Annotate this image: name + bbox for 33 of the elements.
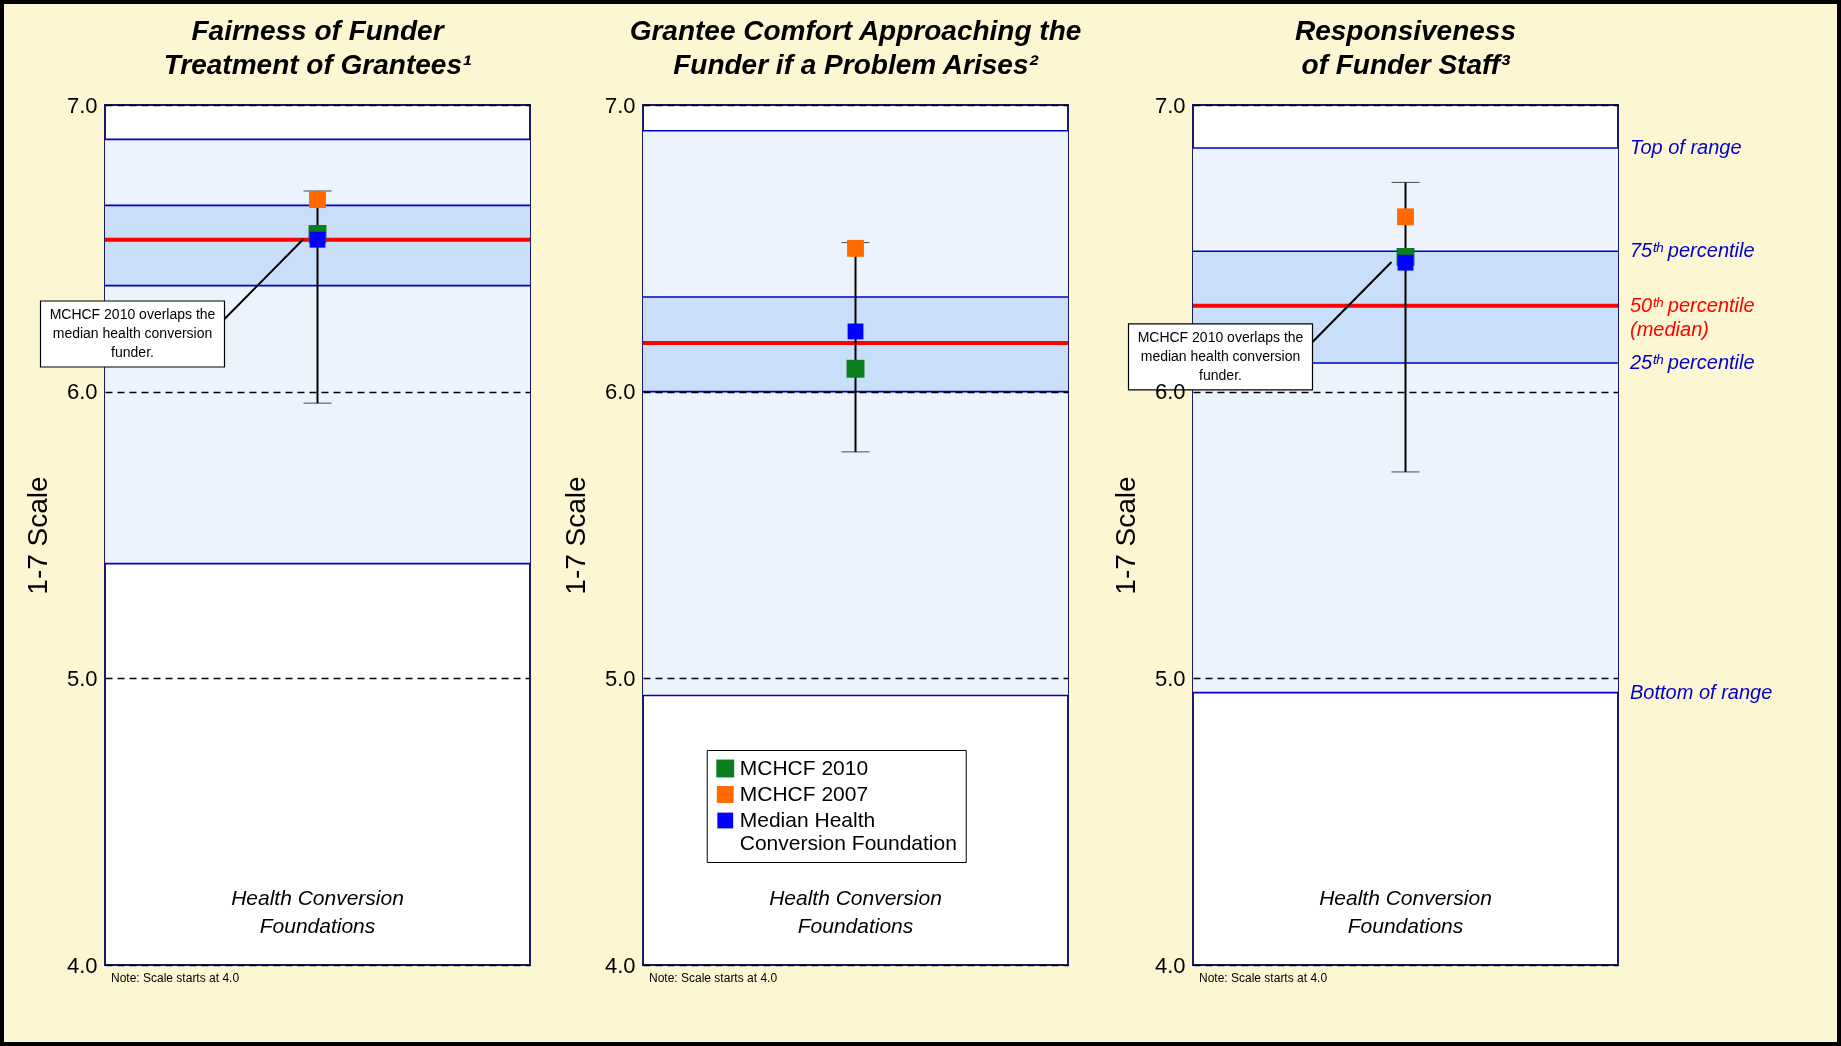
text: MCHCF 2010 overlaps the median health conversion funder. <box>49 306 216 360</box>
chart-title: Responsiveness of Funder Staff³ <box>1295 15 1516 80</box>
text: Note: Scale starts at 4.0 <box>649 971 778 985</box>
text: Note: Scale starts at 4.0 <box>111 971 240 985</box>
legend-label: MCHCF 2010 <box>739 755 869 779</box>
x-tick-label: Health Conversion Foundations <box>769 885 942 937</box>
y-tick-label: 7.0 <box>604 92 636 118</box>
y-tick-label: 7.0 <box>1154 92 1186 118</box>
x-tick-label: Health Conversion Foundations <box>231 885 404 937</box>
text: Note: Scale starts at 4.0 <box>1199 971 1328 985</box>
ref-line-label: 25ᵗʰ percentile <box>1629 351 1755 373</box>
y-tick-label: 5.0 <box>1154 665 1186 691</box>
y-tick-label: 4.0 <box>1154 952 1186 978</box>
y-axis-title: 1-7 Scale <box>559 476 591 595</box>
y-tick-label: 4.0 <box>66 952 98 978</box>
chart-title: Fairness of Funder Treatment of Grantees¹ <box>163 15 472 80</box>
y-tick-label: 4.0 <box>604 952 636 978</box>
ref-line-label: 75ᵗʰ percentile <box>1630 239 1755 262</box>
legend-label: Median Health Conversion Foundation <box>739 807 957 854</box>
ref-line-label: Bottom of range <box>1630 680 1773 703</box>
y-tick-label: 6.0 <box>66 379 98 405</box>
y-tick-label: 6.0 <box>604 379 636 405</box>
y-tick-label: 7.0 <box>66 92 98 118</box>
ref-line-label: Top of range <box>1630 136 1742 158</box>
chart-title: Grantee Comfort Approaching the Funder if a Problem Arises² <box>629 15 1082 80</box>
y-tick-label: 5.0 <box>604 665 636 691</box>
y-axis-title: 1-7 Scale <box>1109 476 1141 595</box>
ref-line-label: 50ᵗʰ percentile (median) <box>1630 293 1755 340</box>
y-tick-label: 5.0 <box>66 665 98 691</box>
text: MCHCF 2010 overlaps the median health conversion funder. <box>1137 328 1304 383</box>
y-axis-title: 1-7 Scale <box>21 476 53 595</box>
x-tick-label: Health Conversion Foundations <box>1319 885 1492 937</box>
legend-label: MCHCF 2007 <box>739 781 869 805</box>
